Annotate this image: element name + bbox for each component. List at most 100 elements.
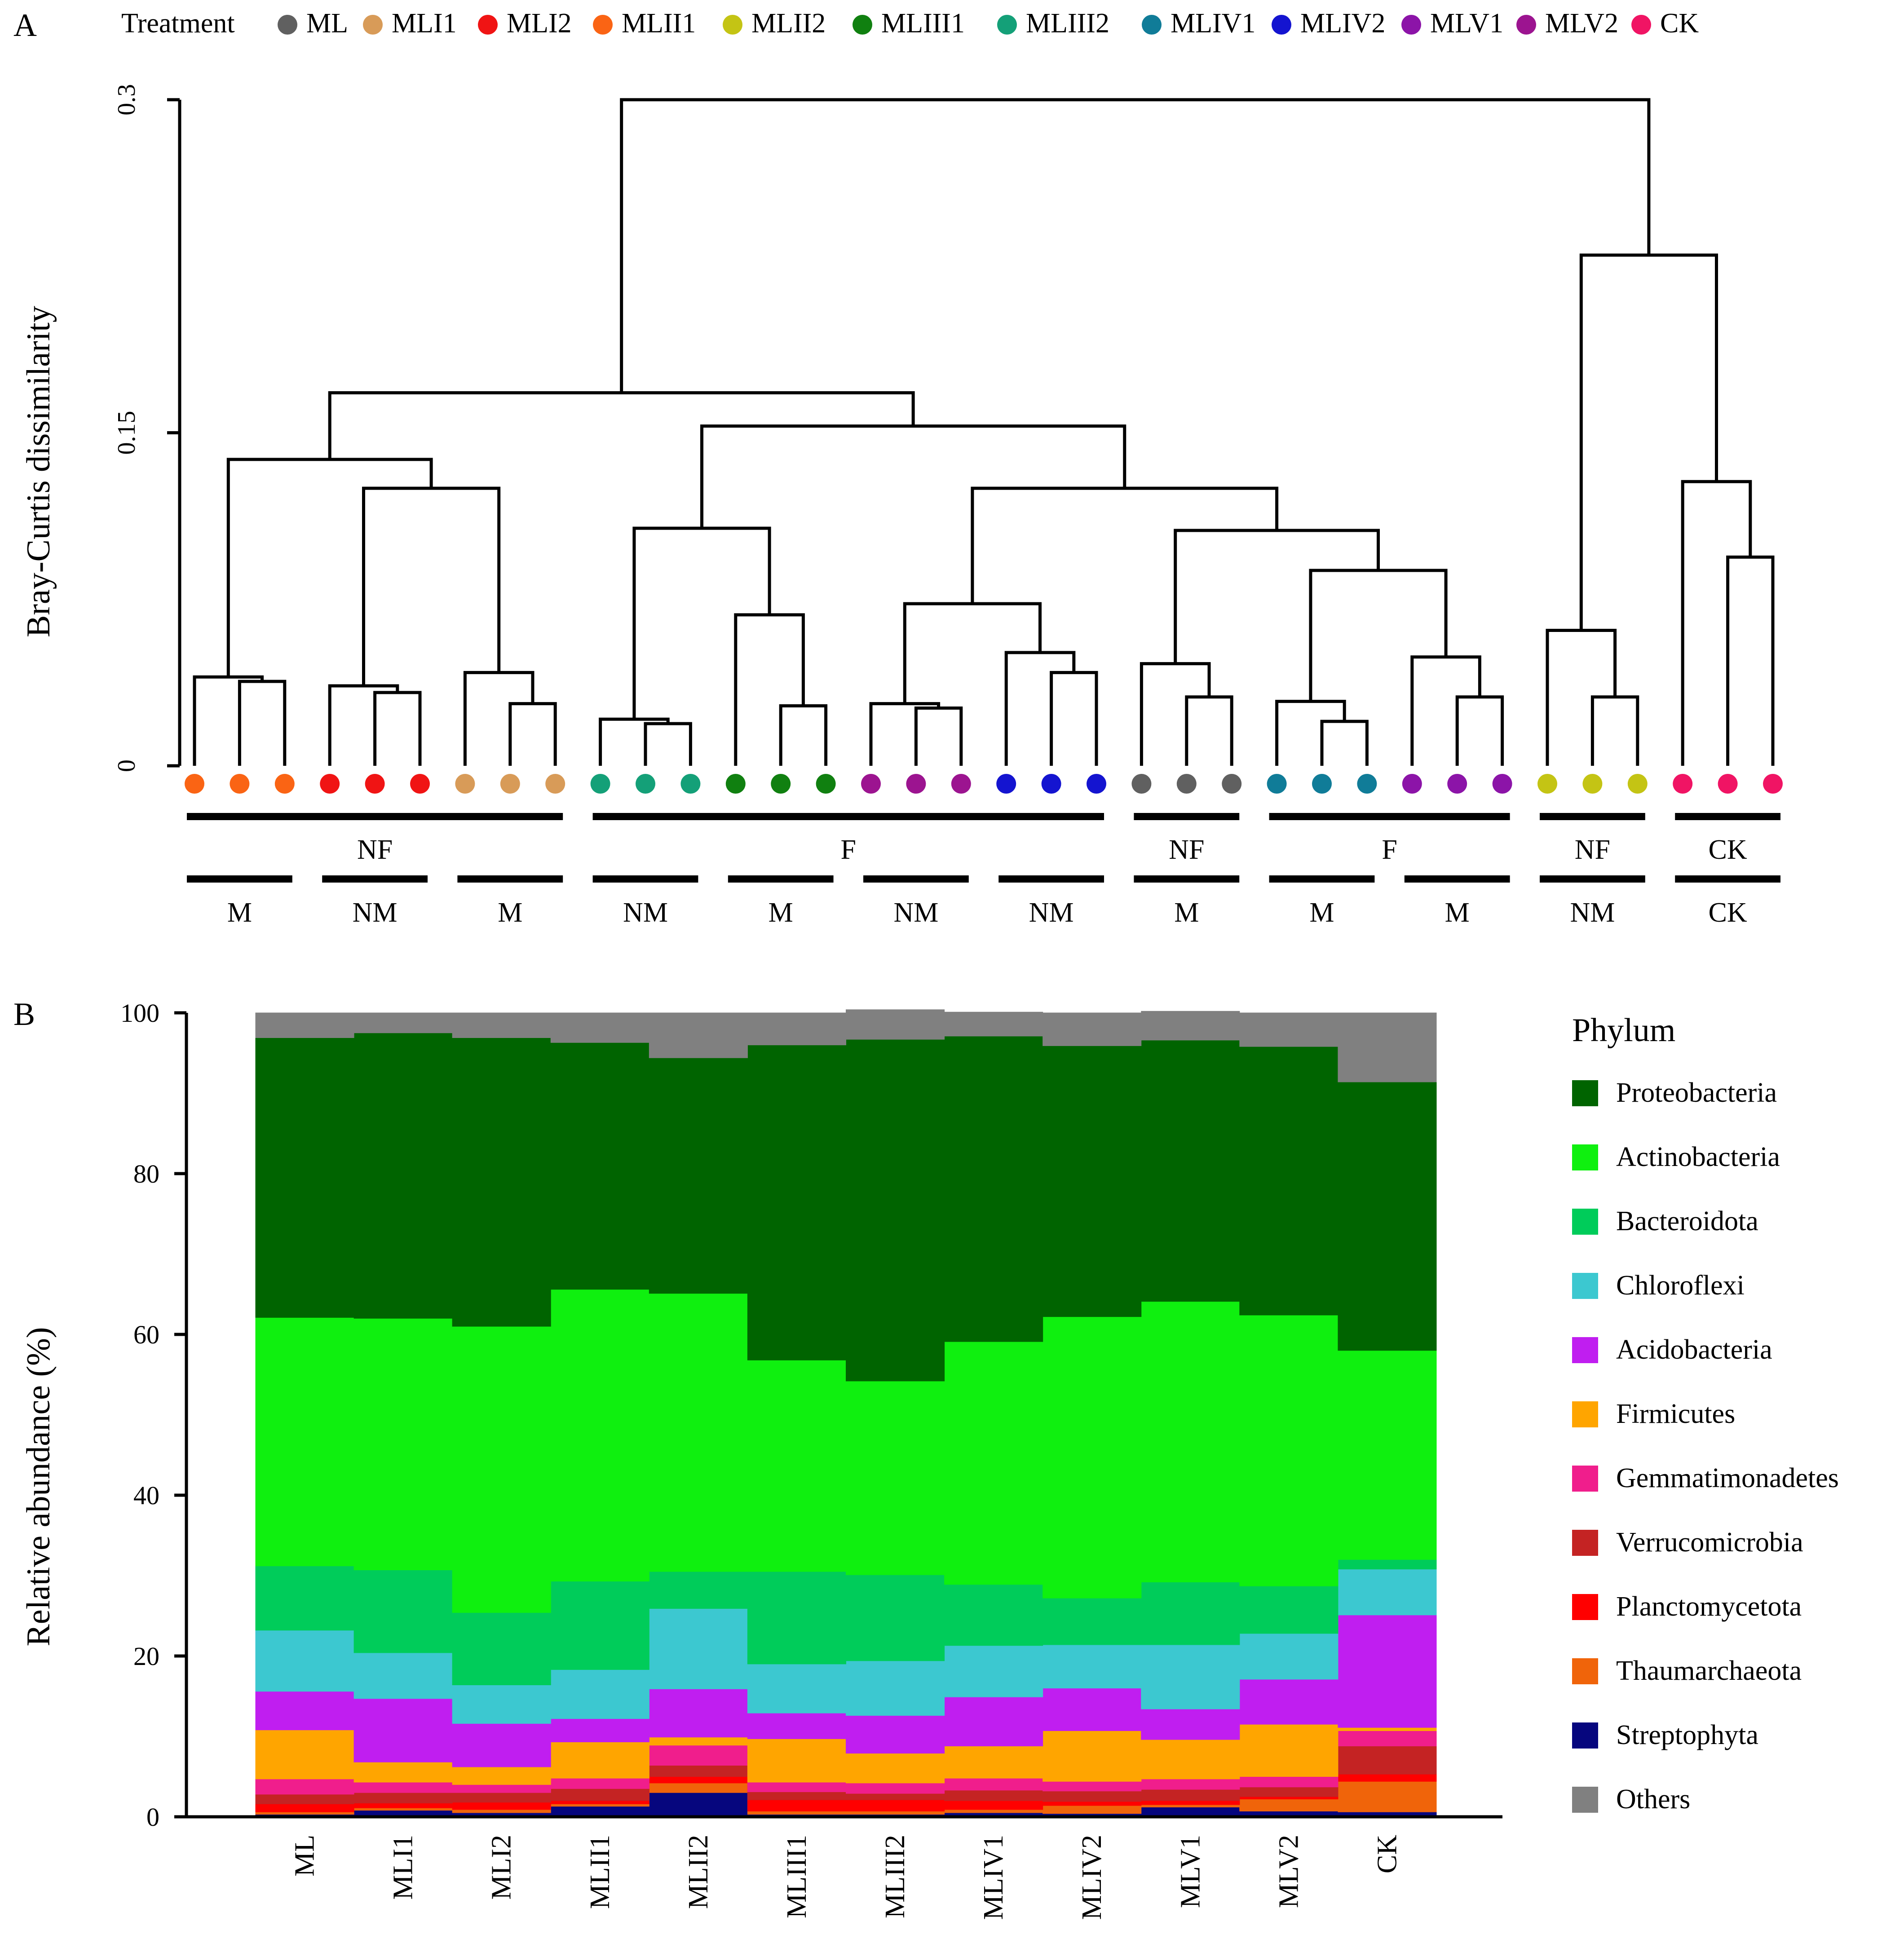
phylum-legend-swatch [1572,1658,1598,1684]
dendrogram-leaf-marker [365,774,385,794]
treatment-legend-label: MLIII1 [881,8,965,39]
panel-b-y-axis-title: Relative abundance (%) [20,1327,57,1647]
group-label: M [1445,897,1470,928]
phylum-legend-swatch [1572,1787,1598,1813]
panel-a-label: A [13,7,37,43]
panel-a-y-tick-label: 0.3 [113,84,141,115]
phylum-legend-swatch [1572,1209,1598,1235]
dendrogram-branch [869,702,941,766]
group-label: NF [1575,835,1610,865]
phylum-legend-title: Phylum [1572,1012,1675,1049]
treatment-legend-marker [997,15,1017,35]
phylum-legend-swatch [1572,1530,1598,1556]
phylum-legend-swatch [1572,1337,1598,1363]
dendrogram-branch [1004,651,1076,766]
dendrogram-branch [1579,253,1718,631]
phylum-legend-label: Planctomycetota [1616,1591,1802,1622]
panel-b-x-tick-label: MLII2 [683,1835,714,1909]
dendrogram-leaf-marker [1447,774,1467,794]
dendrogram-branch [903,602,1042,704]
treatment-legend-label: MLIII2 [1026,8,1109,39]
dendrogram [193,98,1775,766]
dendrogram-branch [620,98,1651,393]
treatment-legend-label: MLI1 [392,8,457,39]
group-label: CK [1709,835,1747,865]
dendrogram-leaf-marker [861,774,881,794]
dendrogram-branch [1320,720,1369,766]
dendrogram-leaf-marker [725,774,746,794]
treatment-legend-marker [593,15,613,35]
group-label: M [769,897,793,928]
panel-b-x-tick-label: CK [1372,1835,1402,1873]
dendrogram-leaves [185,774,1783,794]
dendrogram-leaf-marker [545,774,565,794]
phylum-legend-swatch [1572,1273,1598,1299]
panel-b-y-tick-label: 100 [120,998,159,1028]
dendrogram-leaf-marker [274,774,295,794]
dendrogram-branch [1185,695,1233,766]
panel-b-y-tick-label: 60 [133,1320,159,1349]
group-label: M [227,897,252,928]
group-label: NM [893,897,938,928]
dendrogram-branch [463,671,535,766]
dendrogram-leaf-marker [1087,774,1106,794]
treatment-legend-marker [723,15,742,35]
dendrogram-leaf-marker [1176,774,1197,794]
area-others [255,1009,1437,1082]
panel-a-y-tick-label: 0 [113,760,141,772]
group-label: NM [1029,897,1074,928]
dendrogram-leaf-marker [320,774,340,794]
group-bars-management: M NM M NM M NM NM M M M NM CK [187,875,1780,928]
dendrogram-leaf-marker [1537,774,1557,794]
phylum-legend-label: Streptophyta [1616,1720,1758,1750]
panel-b-x-tick-label: MLII1 [585,1835,615,1909]
dendrogram-leaf-marker [185,774,204,794]
dendrogram-leaf-marker [1492,774,1512,794]
group-bars-fertilization: NF F NF F NF CK [187,813,1780,865]
dendrogram-branch [1275,700,1346,766]
treatment-legend-label: MLIV1 [1171,8,1255,39]
dendrogram-branch [1174,529,1380,664]
dendrogram-branch [599,717,670,766]
dendrogram-leaf-marker [680,774,701,794]
dendrogram-leaf-marker [1627,774,1648,794]
dendrogram-leaf-marker [230,774,250,794]
phylum-legend-label: Thaumarchaeota [1616,1656,1802,1686]
dendrogram-branch [734,613,805,766]
treatment-legend-marker [278,15,297,35]
group-label: M [498,897,522,928]
treatment-legend-label: MLIV2 [1300,8,1385,39]
treatment-legend-label: MLII1 [622,8,696,39]
dendrogram-leaf-marker [996,774,1016,794]
phylum-legend-swatch [1572,1466,1598,1492]
phylum-legend-swatch [1572,1144,1598,1170]
panel-b-y-ticks: 0 20 40 60 80 100 [120,998,186,1832]
treatment-legend-marker [1631,15,1651,35]
dendrogram-branch [238,680,287,766]
dendrogram-leaf-marker [1222,774,1242,794]
dendrogram-leaf-marker [906,774,926,794]
dendrogram-leaf-marker [590,774,610,794]
dendrogram-branch [1050,671,1098,766]
dendrogram-leaf-marker [410,774,430,794]
dendrogram-branch [632,526,771,720]
dendrogram-leaf-marker [1041,774,1061,794]
dendrogram-branch [1726,555,1775,766]
dendrogram-leaf-marker [1267,774,1287,794]
dendrogram-branch [373,691,422,766]
stacked-areas [255,1009,1437,1817]
dendrogram-leaf-marker [455,774,475,794]
treatment-legend-marker [1142,15,1162,35]
treatment-legend-marker [853,15,872,35]
panel-b-x-tick-label: MLIII1 [782,1835,812,1918]
phylum-legend-label: Acidobacteria [1616,1334,1772,1365]
panel-b-x-tick-labels: ML MLI1 MLI2 MLII1 MLII2 MLIII1 MLIII2 MLIV1 MLI… [290,1835,1403,1920]
panel-a-y-tick-label: 0.15 [113,411,141,455]
group-label: NM [1570,897,1615,928]
dendrogram-leaf-marker [636,774,655,794]
dendrogram-branch [1309,569,1448,702]
phylum-legend-label: Gemmatimonadetes [1616,1463,1839,1493]
dendrogram-branch [362,486,501,686]
dendrogram-leaf-marker [1131,774,1152,794]
group-label: M [1309,897,1334,928]
